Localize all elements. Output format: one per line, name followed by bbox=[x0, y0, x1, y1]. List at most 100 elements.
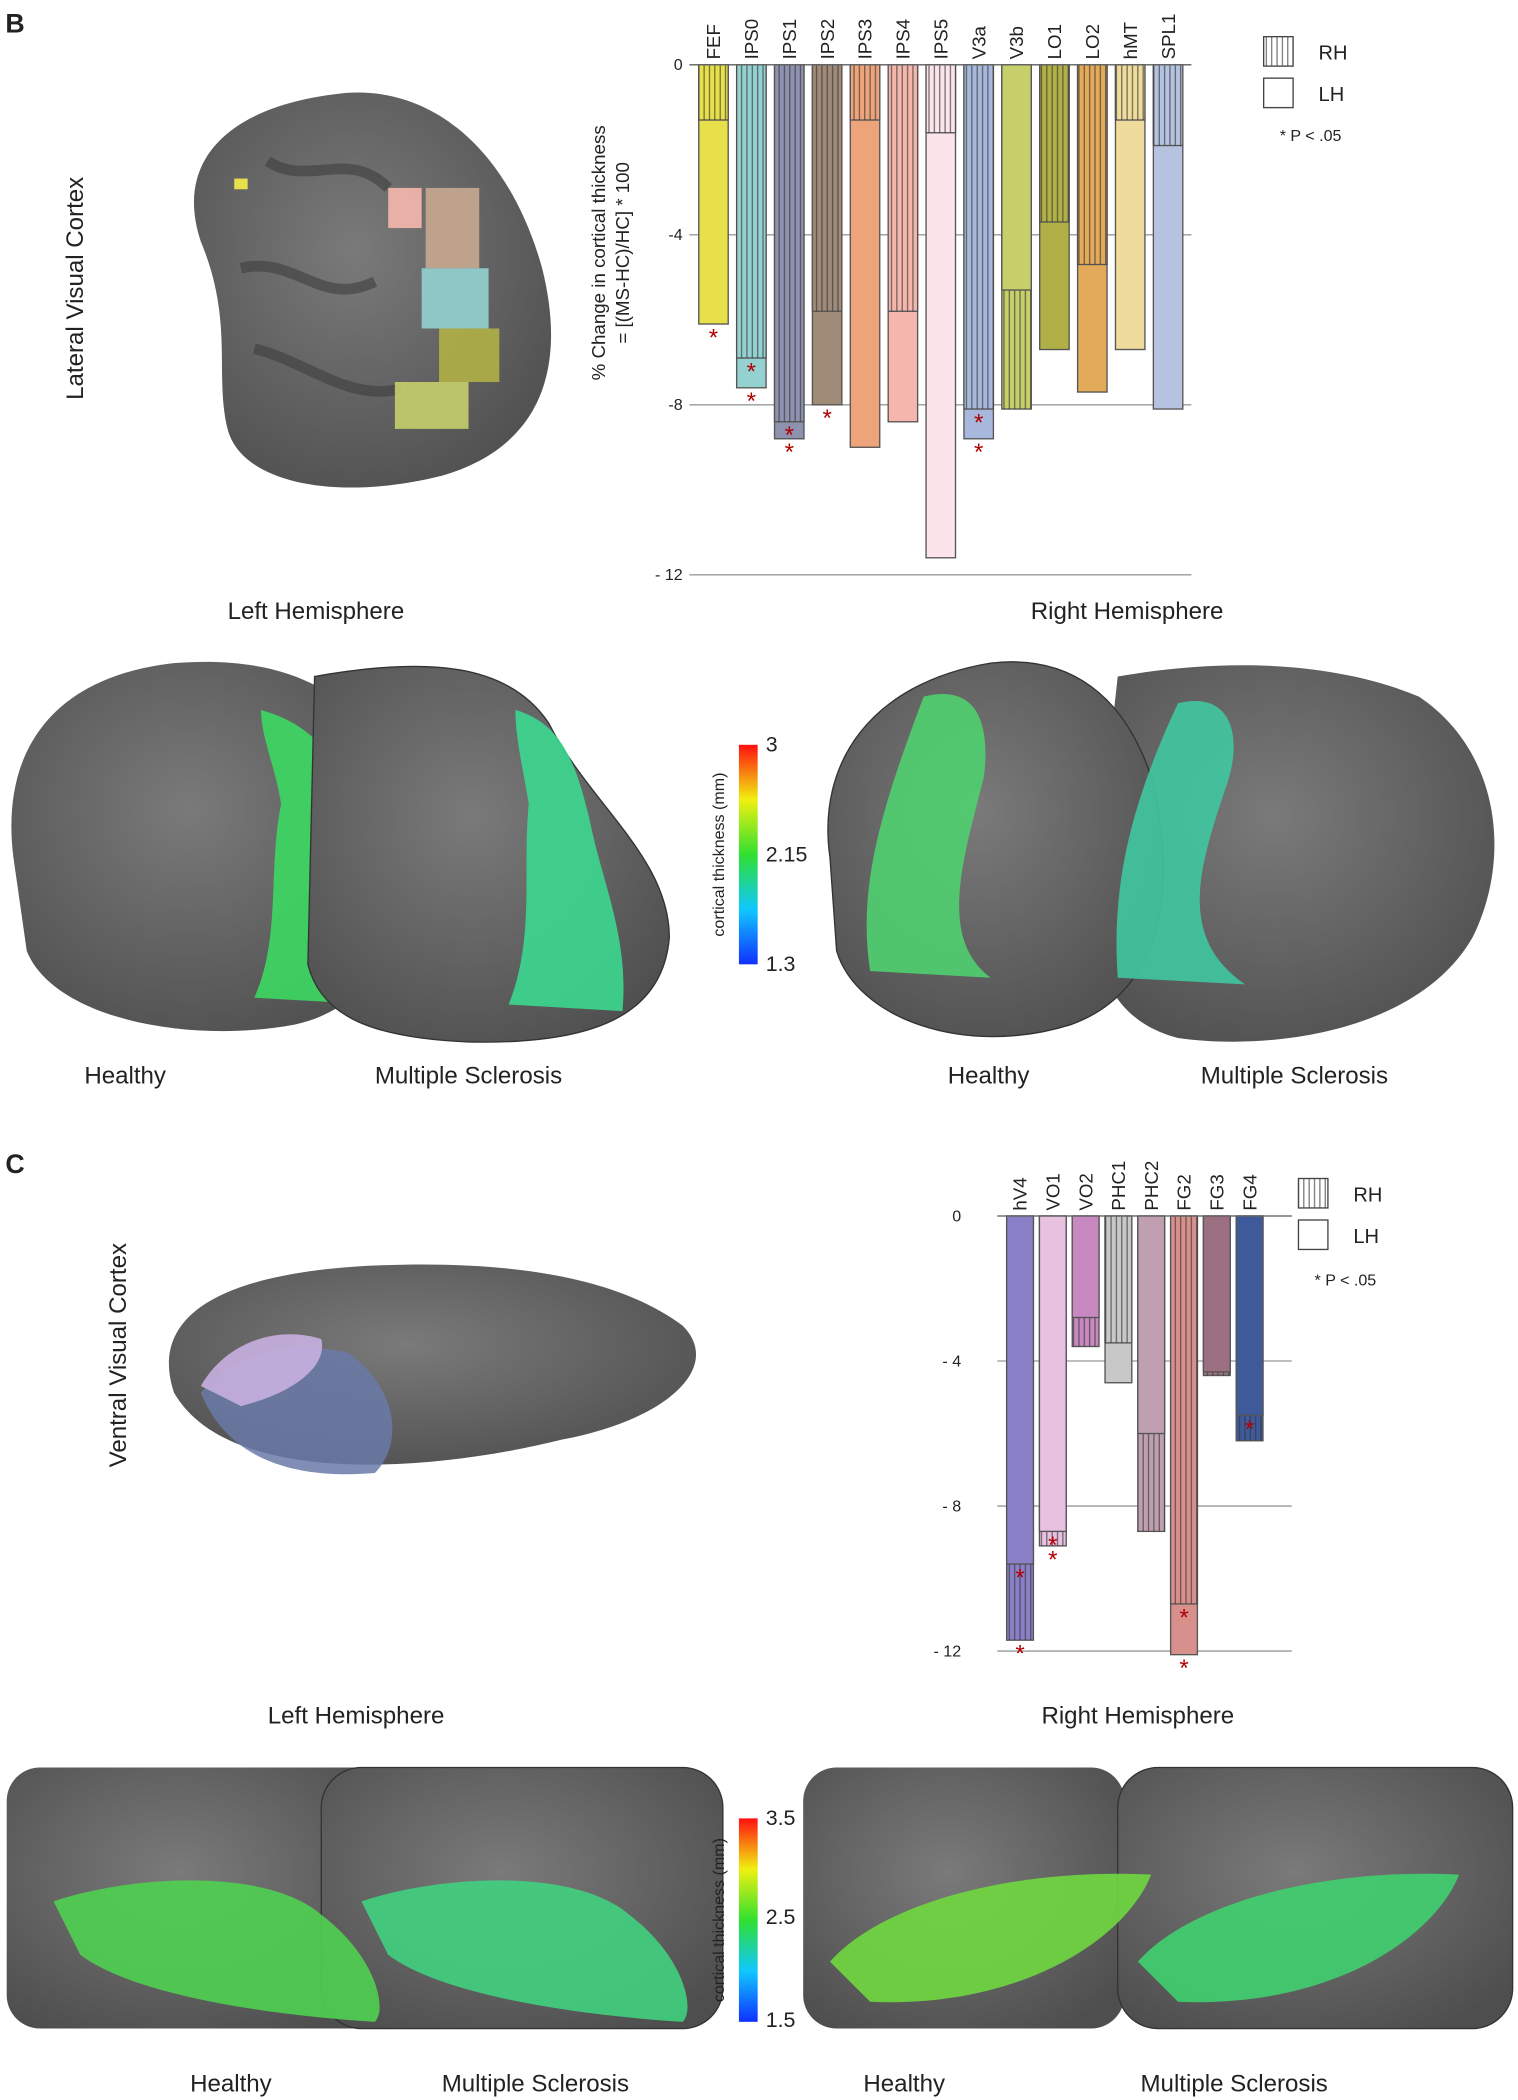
colorbar-tick: 3 bbox=[766, 732, 778, 756]
hemisphere-label: Right Hemisphere bbox=[1041, 1702, 1234, 1729]
colorbar bbox=[738, 1818, 758, 2022]
bar bbox=[735, 64, 767, 359]
bar-hatch bbox=[1153, 64, 1183, 146]
hemisphere-label: Left Hemisphere bbox=[228, 598, 405, 625]
significance-marker: * bbox=[1015, 1564, 1024, 1591]
bar bbox=[849, 64, 881, 448]
colorbar bbox=[738, 744, 758, 965]
legend-label: RH bbox=[1353, 1184, 1382, 1206]
bar-fill bbox=[1038, 1215, 1067, 1533]
significance-marker: * bbox=[974, 439, 983, 466]
hemisphere-label: Right Hemisphere bbox=[1031, 598, 1224, 625]
bar-hatch bbox=[1039, 64, 1070, 223]
category-label: V3a bbox=[968, 26, 989, 60]
note: * P < .05 bbox=[1280, 127, 1342, 145]
colorbar-tick: 1.5 bbox=[766, 2008, 796, 2032]
condition-label: Multiple Sclerosis bbox=[375, 1062, 562, 1089]
note: * P < .05 bbox=[1315, 1272, 1377, 1290]
bar bbox=[1038, 1215, 1067, 1533]
y-tick-label: - 4 bbox=[942, 1352, 961, 1370]
bar-hatch bbox=[812, 64, 842, 312]
significance-marker: * bbox=[747, 388, 756, 415]
category-label: IPS4 bbox=[893, 19, 914, 60]
category-label: hV4 bbox=[1010, 1177, 1031, 1210]
bar bbox=[1169, 1215, 1199, 1605]
y-axis-label: % Change in cortical thickness bbox=[588, 125, 609, 380]
bar-hatch bbox=[926, 64, 956, 133]
y-tick-label: 0 bbox=[952, 1207, 961, 1225]
y-tick-label: - 12 bbox=[933, 1642, 961, 1660]
bar bbox=[1137, 1215, 1166, 1435]
significance-marker: * bbox=[1179, 1655, 1188, 1682]
legend-swatch bbox=[1297, 1219, 1329, 1251]
significance-marker: * bbox=[1245, 1416, 1254, 1443]
category-label: IPS3 bbox=[855, 19, 876, 60]
bar-fill bbox=[1005, 1215, 1035, 1565]
category-label: PHC1 bbox=[1108, 1161, 1129, 1211]
bar bbox=[887, 64, 919, 312]
bar-fill bbox=[1071, 1215, 1100, 1319]
legend-label: LH bbox=[1353, 1226, 1379, 1248]
y-tick-label: - 8 bbox=[942, 1497, 961, 1515]
bar bbox=[1104, 1215, 1133, 1344]
condition-label: Healthy bbox=[948, 1062, 1030, 1089]
significance-marker: * bbox=[709, 324, 718, 351]
bar bbox=[1001, 64, 1032, 291]
bar bbox=[1114, 64, 1146, 121]
bar-hatch bbox=[1170, 1215, 1198, 1604]
colorbar-tick: 3.5 bbox=[766, 1806, 796, 1830]
brain-image bbox=[193, 92, 552, 488]
category-label: FEF bbox=[703, 24, 724, 59]
bar-fill bbox=[1001, 64, 1032, 291]
category-label: IPS0 bbox=[741, 19, 762, 60]
condition-label: Healthy bbox=[84, 1062, 166, 1089]
bar bbox=[1235, 1215, 1264, 1417]
category-label: PHC2 bbox=[1141, 1161, 1162, 1211]
significance-marker: * bbox=[1179, 1604, 1188, 1631]
bar bbox=[925, 64, 957, 134]
bar bbox=[1076, 64, 1108, 266]
bar bbox=[1152, 64, 1184, 147]
legend-label: RH bbox=[1319, 42, 1348, 64]
category-label: hMT bbox=[1120, 21, 1141, 59]
region-title: Lateral Visual Cortex bbox=[62, 177, 89, 400]
y-tick-label: -8 bbox=[668, 396, 682, 414]
category-label: LO1 bbox=[1044, 24, 1065, 59]
bar-hatch bbox=[736, 64, 767, 359]
bar-fill bbox=[1137, 1215, 1166, 1435]
bar-hatch bbox=[888, 64, 918, 312]
bar-hatch bbox=[1105, 1215, 1132, 1343]
significance-marker: * bbox=[747, 358, 756, 385]
category-label: FG4 bbox=[1239, 1174, 1260, 1210]
bar bbox=[849, 64, 881, 121]
bar-hatch bbox=[1115, 64, 1145, 121]
colorbar-label: cortical thickness (mm) bbox=[710, 773, 728, 937]
category-label: IPS5 bbox=[930, 19, 951, 60]
category-label: LO2 bbox=[1082, 24, 1103, 59]
bar-hatch bbox=[774, 64, 804, 422]
bar-hatch bbox=[1077, 64, 1108, 265]
brain-image bbox=[168, 1264, 697, 1475]
panel-label: B bbox=[5, 9, 24, 39]
condition-label: Multiple Sclerosis bbox=[1201, 1062, 1388, 1089]
significance-marker: * bbox=[974, 409, 983, 436]
bar bbox=[925, 64, 957, 559]
bar-hatch bbox=[963, 64, 994, 410]
category-label: SPL1 bbox=[1158, 14, 1179, 60]
brain-image bbox=[6, 1766, 1514, 2030]
bar-fill bbox=[925, 64, 957, 559]
bar-fill bbox=[1235, 1215, 1264, 1417]
significance-marker: * bbox=[785, 422, 794, 449]
significance-marker: * bbox=[1048, 1532, 1057, 1559]
legend-swatch bbox=[1262, 77, 1294, 109]
significance-marker: * bbox=[785, 439, 794, 466]
category-label: V3b bbox=[1006, 26, 1027, 59]
significance-marker: * bbox=[1015, 1641, 1024, 1668]
significance-marker: * bbox=[1048, 1546, 1057, 1573]
legend-swatch bbox=[1297, 1177, 1329, 1209]
condition-label: Multiple Sclerosis bbox=[1141, 2070, 1328, 2097]
bar bbox=[1202, 1215, 1231, 1373]
condition-label: Healthy bbox=[863, 2070, 945, 2097]
category-label: IPS2 bbox=[817, 19, 838, 60]
